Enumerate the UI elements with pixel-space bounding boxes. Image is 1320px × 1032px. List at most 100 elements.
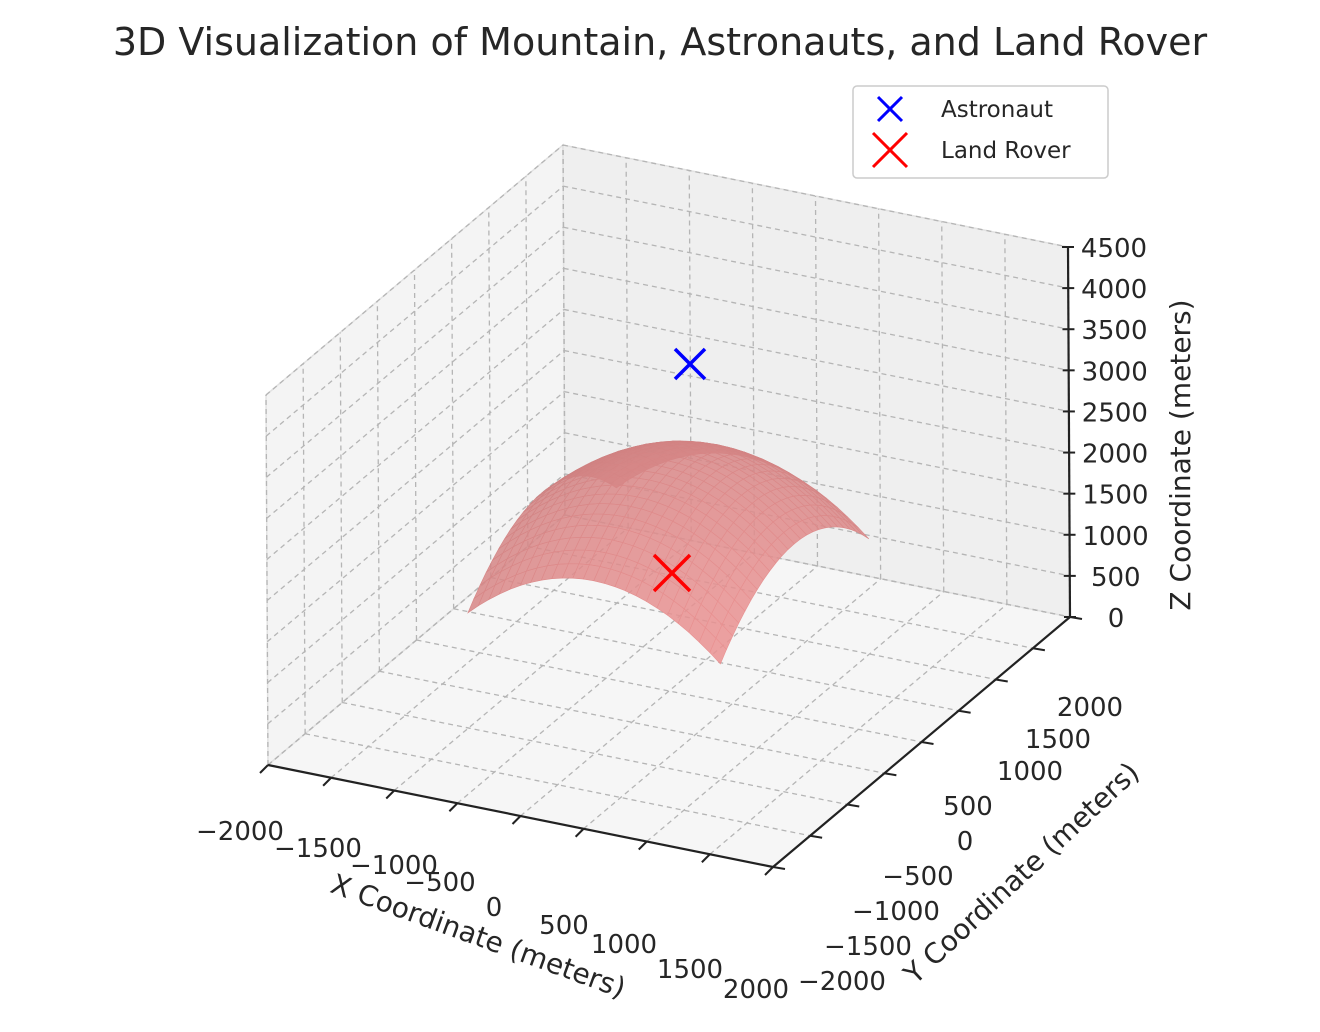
y-tick-mark bbox=[1032, 647, 1046, 652]
grid-line bbox=[563, 267, 1069, 371]
y-tick-mark bbox=[921, 741, 934, 745]
y-tick-mark bbox=[884, 772, 897, 777]
grid-line bbox=[564, 391, 1070, 495]
grid-line bbox=[265, 394, 269, 766]
grid-line bbox=[563, 226, 1069, 330]
grid-line bbox=[709, 603, 1008, 855]
x-tick-label: 1500 bbox=[657, 955, 723, 985]
grid-line bbox=[563, 349, 1070, 454]
z-tick-label: 3500 bbox=[1081, 316, 1147, 346]
legend: Astronaut Land Rover bbox=[852, 85, 1109, 179]
x-tick-mark bbox=[574, 828, 585, 838]
grid-line bbox=[266, 226, 564, 478]
grid-line bbox=[302, 363, 306, 734]
y-tick-mark bbox=[847, 803, 860, 808]
x-tick-label: 1000 bbox=[591, 930, 657, 960]
land-rover-marker bbox=[652, 553, 692, 593]
grid-line bbox=[1004, 234, 1008, 605]
grid-line bbox=[488, 207, 492, 578]
grid-line bbox=[265, 185, 564, 437]
astronaut-marker bbox=[673, 347, 707, 381]
grid-line bbox=[266, 391, 565, 643]
x-tick-mark bbox=[638, 840, 648, 851]
grid-line bbox=[266, 267, 565, 519]
z-axis-label: Z Coordinate (meters) bbox=[1164, 299, 1197, 610]
grid-line bbox=[267, 514, 566, 766]
x-tick-label: −1000 bbox=[350, 851, 438, 881]
grid-line bbox=[490, 576, 996, 681]
grid-line bbox=[941, 221, 945, 592]
x-tick-label: 0 bbox=[486, 893, 503, 923]
grid-line bbox=[342, 701, 848, 806]
grid-line bbox=[393, 540, 692, 791]
y-tick-label: 2000 bbox=[1057, 693, 1123, 723]
z-tick-label: 3000 bbox=[1082, 357, 1148, 387]
z-tick-label: 2000 bbox=[1082, 440, 1148, 470]
grid-line bbox=[562, 144, 1069, 248]
z-tick-label: 500 bbox=[1091, 563, 1141, 593]
y-tick-label: 500 bbox=[943, 792, 993, 822]
grid-line bbox=[339, 332, 343, 703]
z-tick-label: 2500 bbox=[1082, 398, 1148, 428]
marker-stroke bbox=[652, 553, 692, 593]
x-tick-mark bbox=[385, 789, 395, 800]
y-tick-mark bbox=[809, 834, 823, 839]
x-tick-label: −500 bbox=[404, 868, 475, 898]
grid-line bbox=[376, 301, 381, 672]
y-tick-label: −1000 bbox=[852, 897, 940, 927]
y-tick-mark bbox=[995, 678, 1008, 683]
z-tick-label: 1000 bbox=[1082, 522, 1148, 552]
grid-line bbox=[583, 578, 882, 830]
z-tick-label: 0 bbox=[1108, 604, 1125, 634]
grid-line bbox=[265, 144, 564, 396]
grid-line bbox=[456, 552, 755, 804]
marker-stroke bbox=[673, 347, 707, 381]
grid-line bbox=[453, 608, 959, 712]
grid-line bbox=[267, 473, 566, 725]
grid-line bbox=[520, 565, 818, 817]
y-tick-mark bbox=[772, 866, 786, 870]
y-tick-label: −1500 bbox=[824, 932, 912, 962]
x-tick-mark bbox=[701, 853, 711, 863]
grid-line bbox=[563, 308, 1070, 413]
x-tick-label: 2000 bbox=[723, 975, 789, 1005]
y-tick-label: 1500 bbox=[1025, 725, 1091, 755]
y-tick-mark bbox=[958, 709, 971, 714]
grid-line bbox=[330, 527, 629, 779]
grid-line bbox=[266, 350, 565, 602]
x-tick-label: −2000 bbox=[196, 817, 284, 847]
chart-title: 3D Visualization of Mountain, Astronauts… bbox=[113, 20, 1208, 64]
grid-line bbox=[413, 269, 418, 641]
grid-line bbox=[688, 170, 692, 541]
mountain-surface bbox=[467, 440, 870, 665]
legend-marker bbox=[871, 131, 909, 169]
grid-line bbox=[267, 432, 565, 684]
z-tick-label: 4000 bbox=[1081, 275, 1147, 305]
legend-label: Land Rover bbox=[941, 138, 1071, 164]
grid-line bbox=[751, 183, 756, 554]
y-tick-label: −500 bbox=[882, 862, 953, 892]
y-tick-label: 0 bbox=[957, 827, 974, 857]
grid-line bbox=[814, 195, 819, 567]
grid-line bbox=[416, 639, 922, 743]
y-tick-label: 1000 bbox=[997, 757, 1063, 787]
z-tick-label: 4500 bbox=[1081, 234, 1147, 264]
grid-line bbox=[450, 238, 455, 609]
x-tick-mark bbox=[259, 764, 269, 774]
grid-line bbox=[525, 176, 529, 547]
legend-box bbox=[852, 85, 1109, 179]
grid-line bbox=[646, 591, 945, 842]
grid-line bbox=[563, 185, 1069, 289]
legend-label: Astronaut bbox=[941, 97, 1053, 123]
grid-line bbox=[562, 144, 566, 516]
x-tick-mark bbox=[448, 802, 459, 812]
z-axis-line bbox=[1066, 246, 1072, 618]
z-tick-label: 1500 bbox=[1082, 481, 1148, 511]
grid-line bbox=[266, 308, 565, 560]
grid-line bbox=[304, 733, 811, 837]
surface-facet bbox=[709, 637, 727, 665]
x-tick-label: 500 bbox=[539, 911, 589, 941]
grid-line bbox=[379, 670, 885, 774]
